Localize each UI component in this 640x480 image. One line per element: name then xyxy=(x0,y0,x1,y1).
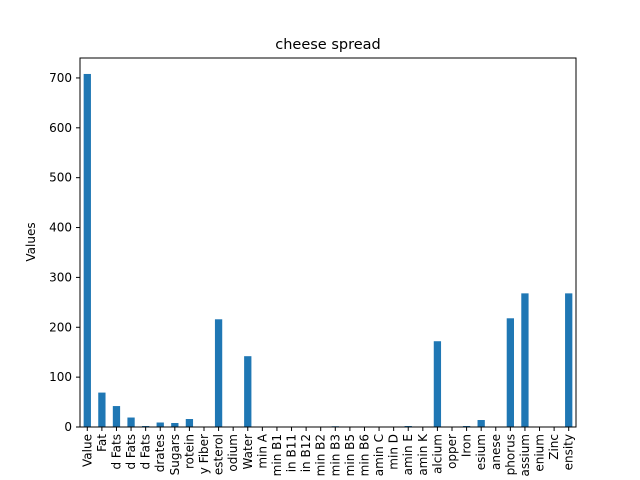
bar-27 xyxy=(477,420,485,427)
plot-frame xyxy=(79,57,577,428)
bar-29 xyxy=(506,318,514,427)
x-tick-label-19: min B6 xyxy=(357,434,371,476)
x-tick-label-1: Fat xyxy=(95,434,109,452)
x-tick-label-9: esterol xyxy=(212,434,226,475)
x-axis-ticks: Value Fat d Fats d Fats d Fats drates Sugars ro… xyxy=(80,427,576,477)
x-tick-label-30: assium xyxy=(518,434,532,477)
x-tick-label-21: min D xyxy=(387,434,401,470)
bar-30 xyxy=(521,293,529,427)
bars-group xyxy=(83,73,573,428)
x-tick-label-29: phorus xyxy=(503,434,517,475)
bar-11 xyxy=(244,356,252,427)
bar-7 xyxy=(185,419,194,427)
x-tick-label-7: rotein xyxy=(182,434,196,469)
bar-6 xyxy=(171,423,179,427)
chart-title: cheese spread xyxy=(275,37,381,53)
x-tick-label-22: amin E xyxy=(401,434,415,475)
y-tick-label-0: 0 xyxy=(64,420,72,434)
bar-1 xyxy=(98,392,106,427)
y-tick-label-4: 400 xyxy=(49,221,72,235)
y-axis-label: Values xyxy=(24,222,38,261)
x-tick-label-18: min B5 xyxy=(343,434,357,476)
x-tick-label-5: drates xyxy=(153,434,167,472)
y-axis-ticks: 0 100 200 300 400 500 600 700 xyxy=(49,71,80,434)
x-tick-label-0: Value xyxy=(80,434,94,467)
bar-0 xyxy=(83,73,91,428)
x-tick-label-24: alcium xyxy=(430,434,444,474)
y-tick-label-2: 200 xyxy=(49,320,72,334)
x-tick-label-14: in B11 xyxy=(285,434,299,472)
bar-3 xyxy=(127,417,135,427)
x-tick-label-32: Zinc xyxy=(547,434,561,460)
x-tick-label-3: d Fats xyxy=(124,434,138,470)
bar-33 xyxy=(565,293,573,427)
y-tick-label-6: 600 xyxy=(49,121,72,135)
x-tick-label-11: Water xyxy=(241,434,255,470)
x-tick-label-2: d Fats xyxy=(109,434,123,470)
y-tick-label-5: 500 xyxy=(49,171,72,185)
x-tick-label-20: amin C xyxy=(372,434,386,476)
x-tick-label-28: anese xyxy=(489,434,503,470)
x-tick-label-27: esium xyxy=(474,434,488,470)
x-tick-label-31: enium xyxy=(533,434,547,472)
x-tick-label-15: in B12 xyxy=(299,434,313,472)
y-tick-label-3: 300 xyxy=(49,270,72,284)
x-tick-label-17: min B3 xyxy=(328,434,342,476)
x-tick-label-12: min A xyxy=(255,433,269,468)
y-tick-label-7: 700 xyxy=(49,71,72,85)
bar-9 xyxy=(214,319,223,427)
x-tick-label-13: min B1 xyxy=(270,434,284,476)
x-tick-label-10: odium xyxy=(226,434,240,472)
x-tick-label-8: y Fiber xyxy=(197,434,211,474)
bar-5 xyxy=(156,422,164,427)
x-tick-label-23: amin K xyxy=(416,433,430,476)
bar-24 xyxy=(433,341,442,427)
y-tick-label-1: 100 xyxy=(49,370,72,384)
x-tick-label-25: opper xyxy=(445,434,459,469)
x-tick-label-16: min B2 xyxy=(314,434,328,476)
x-tick-label-4: d Fats xyxy=(139,434,153,470)
x-tick-label-6: Sugars xyxy=(168,434,182,475)
bar-2 xyxy=(112,406,121,427)
x-tick-label-33: ensity xyxy=(562,434,576,470)
x-tick-label-26: Iron xyxy=(460,434,474,457)
